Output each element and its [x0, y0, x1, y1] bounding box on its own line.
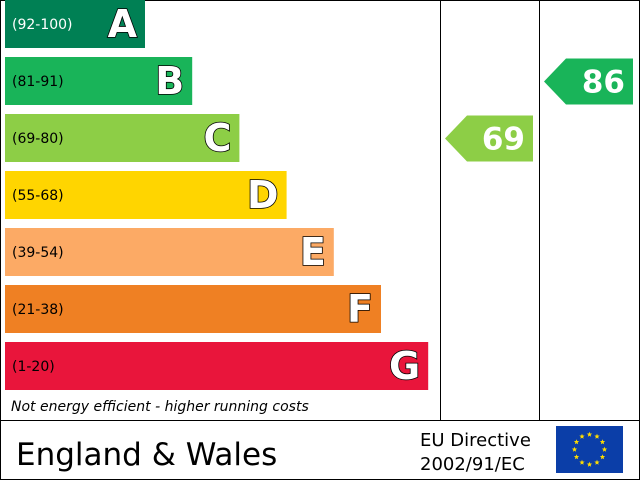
band-f-letter: F: [347, 287, 373, 331]
directive-line-1: EU Directive: [420, 430, 531, 451]
eu-flag-star: [601, 446, 608, 452]
band-b-bar: [5, 57, 193, 105]
band-a-letter: A: [108, 2, 138, 46]
band-e-letter: E: [300, 230, 326, 274]
eu-flag-star: [594, 433, 600, 439]
band-g-letter: G: [389, 344, 420, 388]
directive-line-2: 2002/91/EC: [420, 454, 525, 475]
eu-flag-star: [571, 446, 578, 452]
band-c-bar: [5, 114, 240, 162]
eu-flag-star: [599, 454, 606, 460]
eu-flag-star: [573, 454, 580, 460]
eu-flag-star: [573, 439, 580, 445]
band-d-range: (55-68): [12, 188, 64, 204]
band-d-letter: D: [247, 173, 279, 217]
eu-flag-star: [586, 461, 593, 467]
band-a-bar: [5, 0, 145, 48]
eu-flag-stars: [571, 431, 608, 467]
band-f-bar: [5, 285, 381, 333]
region-label: England & Wales: [16, 437, 277, 473]
rating-arrows: 69 86: [445, 58, 633, 162]
band-c-letter: C: [204, 116, 232, 160]
band-a-range: (92-100): [12, 17, 73, 33]
eu-flag-star: [579, 459, 585, 465]
eu-flag-star: [594, 459, 600, 465]
eu-flag-star: [586, 431, 593, 437]
footer-note: Not energy efficient - higher running co…: [11, 399, 309, 415]
band-c-range: (69-80): [12, 131, 64, 147]
band-e-bar: [5, 228, 334, 276]
rating-bands: (92-100) A (81-91) B (69-80) C (55-68) D (39-54)…: [5, 0, 429, 390]
band-b-letter: B: [155, 59, 184, 103]
potential-rating-score: 86: [582, 65, 625, 101]
band-e-range: (39-54): [12, 245, 64, 261]
band-g-range: (1-20): [12, 359, 55, 375]
eu-flag-star: [599, 439, 606, 445]
current-rating-score: 69: [482, 122, 525, 158]
band-b-range: (81-91): [12, 74, 64, 90]
potential-rating-arrow: [544, 58, 633, 105]
band-d-bar: [5, 171, 287, 219]
band-f-range: (21-38): [12, 302, 64, 318]
eu-flag-star: [579, 433, 585, 439]
current-rating-arrow: [445, 115, 533, 162]
band-g-bar: [5, 342, 429, 390]
eu-flag-icon: [556, 426, 623, 473]
